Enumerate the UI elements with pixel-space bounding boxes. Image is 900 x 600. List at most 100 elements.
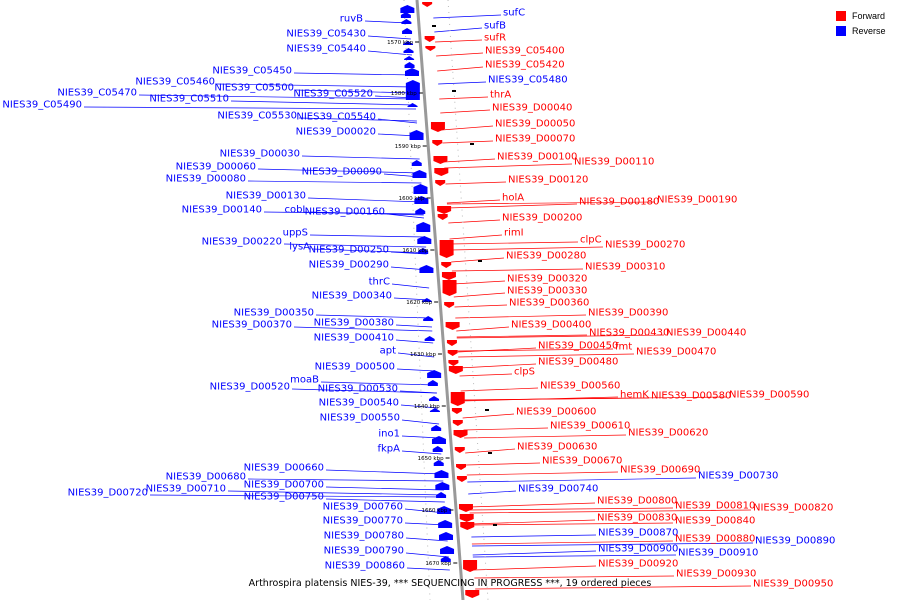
gene-arrow — [415, 208, 426, 214]
gene-arrow — [409, 130, 424, 140]
gene-label: NIES39_D00670 — [542, 456, 622, 467]
leader-line — [451, 268, 584, 272]
leader-line — [395, 324, 432, 328]
gene-arrow — [459, 514, 474, 522]
gene-label: NIES39_D00130 — [226, 191, 306, 202]
tick-mark — [493, 524, 497, 526]
gene-arrow — [454, 447, 465, 453]
gene-arrow — [437, 214, 448, 220]
gene-label: NIES39_C05480 — [488, 75, 568, 86]
gene-arrow — [400, 12, 411, 18]
gene-arrow — [458, 504, 473, 512]
tick-mark — [432, 25, 436, 27]
gene-arrow — [439, 532, 454, 540]
gene-label: NIES39_D00280 — [506, 251, 586, 262]
leader-line — [472, 554, 677, 558]
leader-line — [458, 353, 635, 358]
gene-arrow — [452, 420, 463, 426]
caption: Arthrospira platensis NIES-39, *** SEQUE… — [248, 578, 652, 589]
gene-label: NIES39_D00550 — [320, 413, 400, 424]
gene-label: NIES39_D00200 — [502, 213, 582, 224]
leader-line — [406, 567, 450, 571]
leader-line — [441, 125, 494, 131]
gene-label: NIES39_D00080 — [166, 174, 246, 185]
gene-arrow — [435, 482, 450, 490]
gene-label: NIES39_D00610 — [550, 421, 630, 432]
leader-line — [405, 552, 449, 558]
leader-line — [463, 427, 549, 431]
gene-arrow — [427, 380, 438, 386]
scale-mark: 1570 kbp — [387, 40, 413, 46]
gene-label: NIES39_D00270 — [605, 240, 685, 251]
gene-arrow — [404, 62, 415, 68]
leader-line — [315, 314, 432, 319]
gene-label: NIES39_D00840 — [675, 516, 755, 527]
gene-label: NIES39_D00120 — [508, 175, 588, 186]
leader-line — [473, 565, 597, 571]
leader-line — [436, 52, 484, 57]
gene-arrow — [442, 280, 457, 296]
leader-line — [452, 280, 506, 285]
gene-label: NIES39_D00760 — [323, 502, 403, 513]
leader-line — [469, 507, 674, 511]
gene-arrow — [456, 464, 467, 470]
gene-arrow — [416, 222, 431, 232]
gene-arrow — [460, 522, 475, 530]
gene-label: NIES39_D00690 — [620, 465, 700, 476]
gene-label: NIES39_D00030 — [220, 149, 300, 160]
leader-line — [440, 109, 491, 114]
gene-arrow — [403, 48, 414, 53]
gene-arrow — [441, 262, 452, 268]
gene-label: NIES39_D00530 — [318, 384, 398, 395]
gene-label: NIES39_C05520 — [293, 89, 373, 100]
leader-line — [434, 27, 483, 33]
gene-label: ino1 — [378, 429, 400, 440]
tick-mark — [470, 143, 474, 145]
gene-arrow — [401, 19, 412, 24]
leader-line — [442, 140, 494, 144]
gene-arrow — [463, 560, 478, 572]
gene-label: NIES39_C05450 — [212, 66, 292, 77]
gene-arrow — [438, 520, 453, 528]
leader-line — [455, 314, 587, 319]
scale-marks: 1570 kbp 1580 kbp 1590 kbp 1600 kbp 1610 kbp… — [387, 40, 458, 567]
gene-arrow — [418, 248, 429, 254]
gene-arrow — [440, 556, 451, 562]
gene-label: moaB — [290, 375, 319, 386]
gene-label: NIES39_D00190 — [657, 195, 737, 206]
gene-arrow — [451, 408, 462, 414]
backbone-track-right — [447, 0, 489, 600]
leader-line — [301, 155, 420, 160]
gene-arrow — [432, 446, 443, 452]
leader-line — [439, 96, 489, 100]
gene-label: NIES39_D00110 — [574, 157, 654, 168]
scale-mark: 1590 kbp — [395, 144, 421, 150]
gene-label: NIES39_D00580 — [651, 391, 731, 402]
gene-label: NIES39_D00710 — [146, 484, 226, 495]
leader-line — [470, 522, 674, 526]
gene-label: cobL — [284, 205, 308, 216]
gene-label: NIES39_D00830 — [597, 513, 677, 524]
leader-line — [462, 413, 515, 419]
leader-line — [401, 419, 440, 425]
gene-label: NIES39_D00770 — [323, 516, 403, 527]
leader-line — [467, 477, 697, 483]
leader-line — [466, 462, 541, 466]
gene-arrow — [450, 392, 465, 406]
gene-label: sufC — [503, 8, 525, 19]
gene-arrow — [417, 236, 432, 244]
gene-label: NIES39_D00620 — [628, 428, 708, 439]
leader-line — [453, 292, 506, 298]
gene-label: uppS — [283, 228, 308, 239]
leader-line — [149, 494, 445, 498]
gene-arrow — [445, 322, 460, 330]
gene-label: thrA — [490, 90, 511, 101]
leader-line — [446, 201, 656, 205]
leader-line — [460, 387, 539, 392]
gene-label: NIES39_D00290 — [309, 260, 389, 271]
gene-arrow — [435, 180, 446, 186]
gene-arrows — [400, 2, 497, 598]
gene-label: fmt — [615, 342, 632, 353]
leader-line — [138, 94, 416, 100]
gene-label: NIES39_D00900 — [598, 544, 678, 555]
